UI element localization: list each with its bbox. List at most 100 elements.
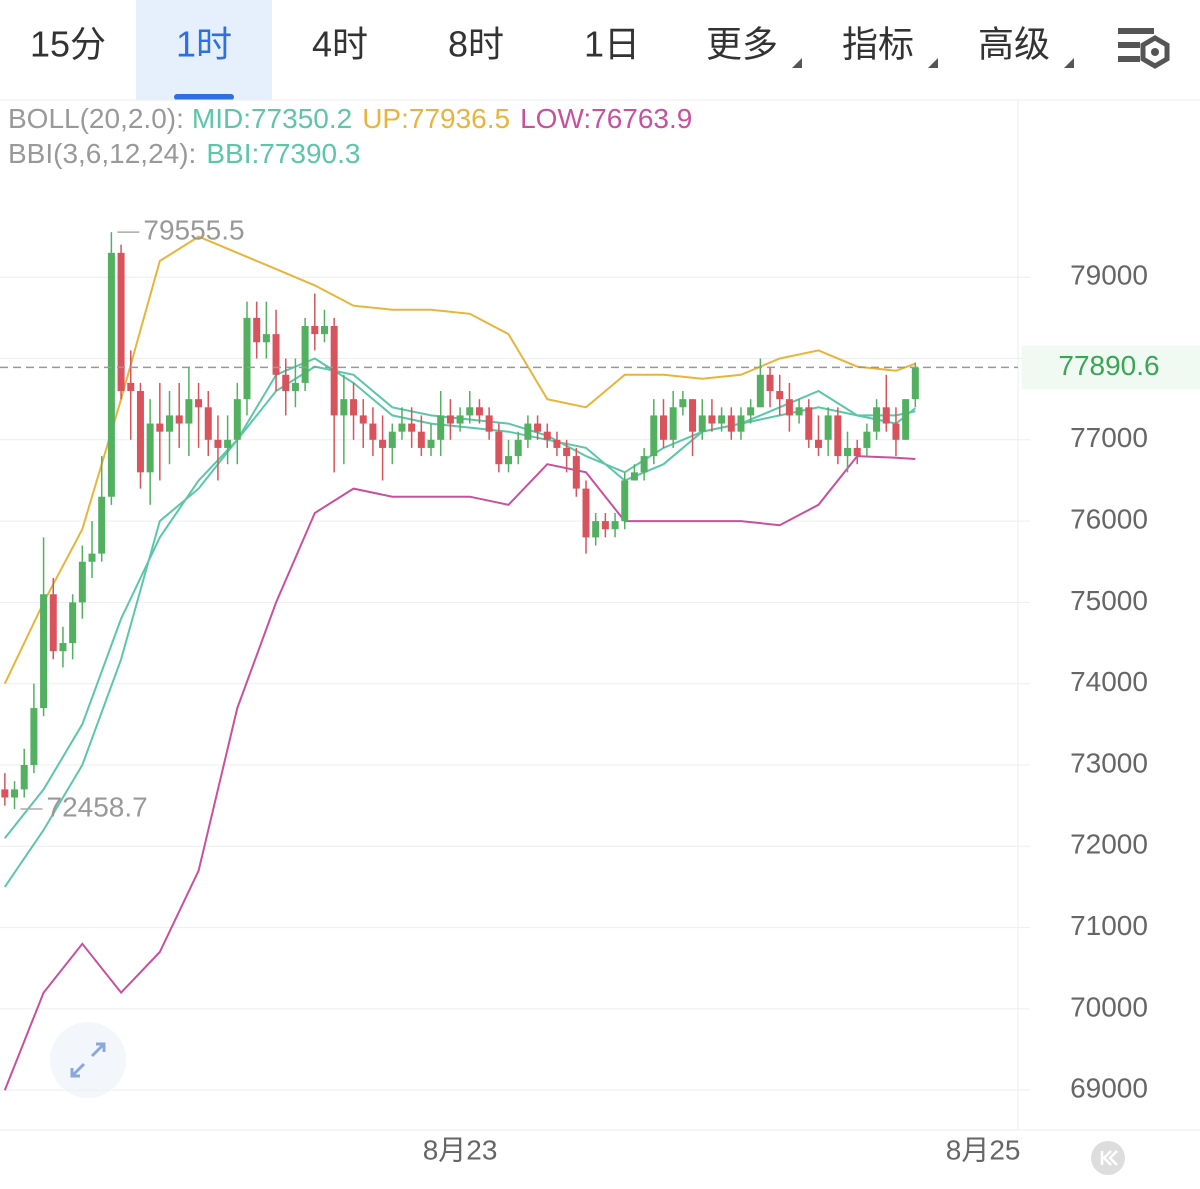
time-tab[interactable]: 4时 bbox=[312, 24, 368, 65]
candle-body bbox=[718, 415, 726, 424]
time-tab[interactable]: 15分 bbox=[30, 24, 106, 65]
candle-body bbox=[243, 317, 251, 400]
candle-body bbox=[437, 415, 445, 440]
candle-body bbox=[659, 415, 667, 440]
candle-body bbox=[127, 382, 135, 392]
candle-body bbox=[582, 488, 590, 538]
candle-body bbox=[1, 789, 9, 798]
dropdown-caret bbox=[792, 58, 802, 68]
candle-body bbox=[475, 407, 483, 416]
candle-body bbox=[873, 407, 881, 432]
indicator-line bbox=[3, 455, 916, 1091]
boll-mid: MID:77350.2 bbox=[192, 103, 352, 134]
candle-body bbox=[195, 399, 203, 408]
candle-body bbox=[505, 456, 513, 465]
candle-body bbox=[756, 374, 764, 408]
y-tick-label: 70000 bbox=[1070, 991, 1148, 1022]
candle-body bbox=[330, 325, 338, 416]
candle-body bbox=[543, 431, 551, 440]
boll-up: UP:77936.5 bbox=[362, 103, 510, 134]
candle-body bbox=[272, 334, 280, 375]
expand-button[interactable] bbox=[50, 1022, 126, 1098]
candle-body bbox=[727, 415, 735, 432]
candle-body bbox=[844, 447, 852, 457]
y-tick-label: 75000 bbox=[1070, 585, 1148, 616]
candle-body bbox=[679, 399, 687, 408]
candle-body bbox=[834, 415, 842, 457]
y-tick-label: 71000 bbox=[1070, 910, 1148, 941]
y-tick-label: 74000 bbox=[1070, 666, 1148, 697]
candle-body bbox=[30, 708, 38, 765]
candle-body bbox=[611, 521, 619, 530]
candle-body bbox=[814, 439, 822, 448]
candle-body bbox=[214, 439, 222, 448]
candle-body bbox=[40, 594, 48, 709]
menu-tab[interactable]: 高级 bbox=[978, 24, 1050, 65]
candle-body bbox=[669, 407, 677, 440]
scroll-latest-button[interactable] bbox=[1091, 1141, 1125, 1175]
candle-body bbox=[640, 456, 648, 473]
candle-body bbox=[166, 415, 174, 432]
candle-body bbox=[282, 374, 290, 392]
menu-tab[interactable]: 更多 bbox=[706, 24, 778, 65]
candle-body bbox=[301, 325, 309, 383]
candle-body bbox=[698, 415, 706, 432]
candle-body bbox=[747, 407, 755, 416]
candle-body bbox=[388, 431, 396, 448]
candle-body bbox=[785, 399, 793, 416]
candle-body bbox=[398, 423, 406, 432]
candle-body bbox=[69, 602, 77, 644]
candle-body bbox=[621, 480, 629, 522]
candle-body bbox=[708, 415, 716, 424]
bbi-value: BBI:77390.3 bbox=[206, 138, 360, 169]
x-tick-label: 8月23 bbox=[423, 1134, 498, 1165]
time-tab[interactable]: 1日 bbox=[584, 24, 640, 65]
y-tick-label: 73000 bbox=[1070, 747, 1148, 778]
candle-body bbox=[776, 391, 784, 400]
candle-body bbox=[553, 439, 561, 448]
boll-legend: BOLL(20,2.0): MID:77350.2 UP:77936.5 LOW:76… bbox=[8, 103, 692, 134]
candle-body bbox=[224, 439, 232, 448]
y-tick-label: 69000 bbox=[1070, 1073, 1148, 1104]
boll-name: BOLL(20,2.0): bbox=[8, 103, 184, 134]
last-price-label: 77890.6 bbox=[1058, 350, 1159, 381]
candle-body bbox=[892, 423, 900, 440]
high-marker-label: 79555.5 bbox=[143, 214, 244, 245]
candle-body bbox=[59, 643, 67, 652]
candle-body bbox=[359, 415, 367, 424]
time-tab[interactable]: 1时 bbox=[176, 24, 232, 65]
dropdown-caret bbox=[1064, 58, 1074, 68]
candle-body bbox=[78, 561, 86, 603]
candle-body bbox=[902, 399, 910, 440]
candle-body bbox=[911, 367, 919, 400]
candle-body bbox=[320, 325, 328, 335]
bbi-legend: BBI(3,6,12,24): BBI:77390.3 bbox=[8, 138, 360, 169]
candle-body bbox=[340, 399, 348, 416]
candle-body bbox=[863, 431, 871, 448]
candle-body bbox=[369, 423, 377, 440]
candle-body bbox=[650, 415, 658, 457]
indicator-line bbox=[3, 235, 916, 685]
candle-body bbox=[175, 415, 183, 424]
candle-body bbox=[514, 439, 522, 457]
candle-body bbox=[495, 431, 503, 465]
candle-body bbox=[524, 423, 532, 440]
candle-body bbox=[311, 325, 319, 335]
candle-body bbox=[446, 415, 454, 424]
candle-body bbox=[824, 415, 832, 440]
candle-body bbox=[534, 423, 542, 432]
candle-body bbox=[563, 447, 571, 457]
candle-body bbox=[291, 382, 299, 392]
time-tab[interactable]: 8时 bbox=[448, 24, 504, 65]
candle-body bbox=[417, 431, 425, 448]
candle-body bbox=[262, 334, 270, 343]
candle-body bbox=[88, 553, 96, 562]
bbi-name: BBI(3,6,12,24): bbox=[8, 138, 196, 169]
last-price-badge bbox=[1022, 345, 1200, 390]
settings-icon[interactable] bbox=[1118, 28, 1170, 69]
active-tab-bg bbox=[136, 0, 272, 100]
candle-body bbox=[795, 407, 803, 416]
menu-tab[interactable]: 指标 bbox=[842, 24, 914, 65]
candle-body bbox=[98, 496, 106, 554]
